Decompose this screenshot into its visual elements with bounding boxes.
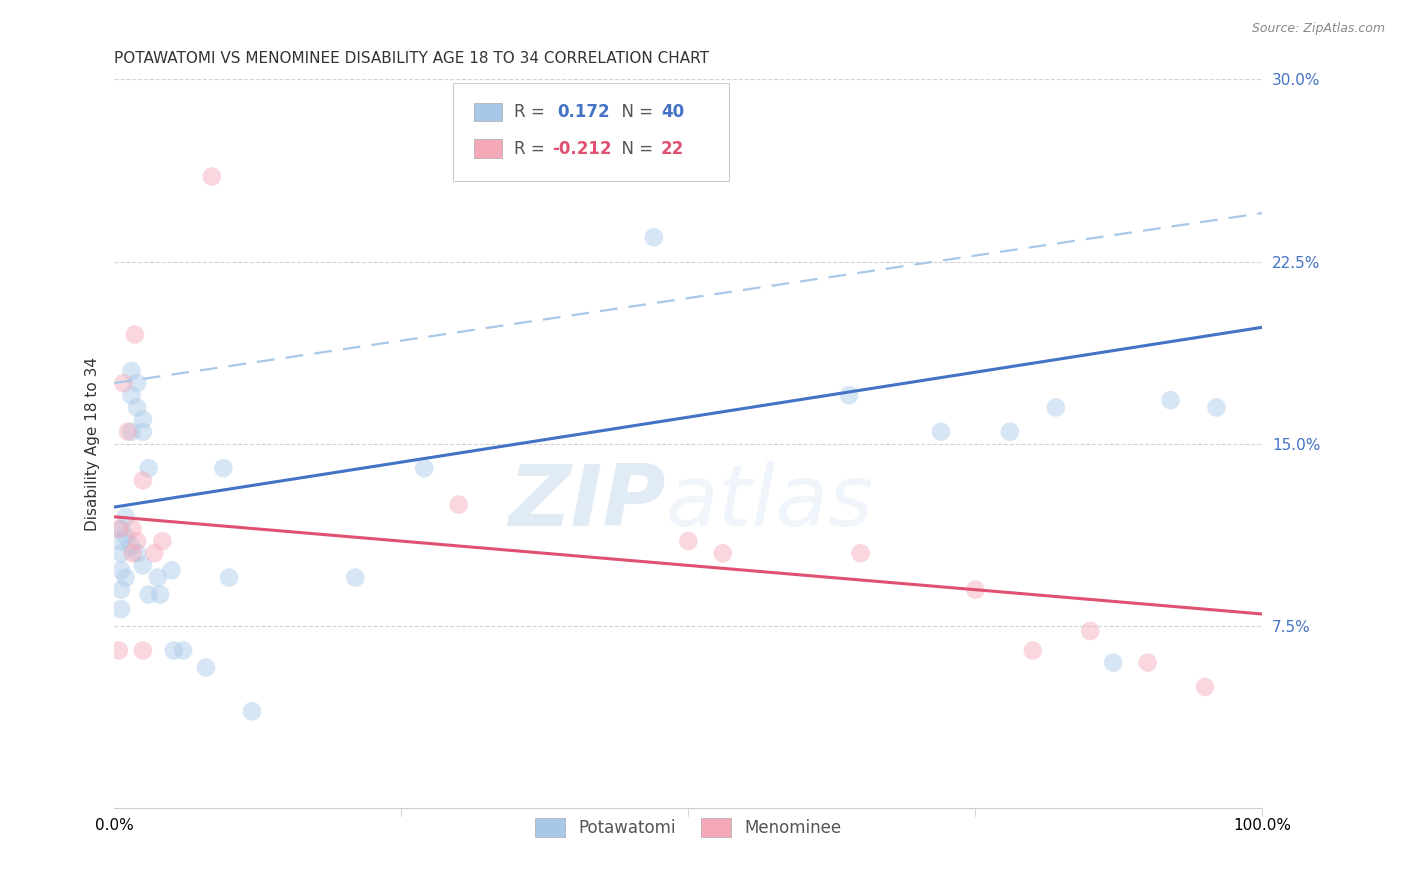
Text: -0.212: -0.212 — [551, 140, 612, 158]
Point — [114, 509, 136, 524]
Text: Source: ZipAtlas.com: Source: ZipAtlas.com — [1251, 22, 1385, 36]
Point — [849, 546, 872, 560]
Point — [121, 522, 143, 536]
Y-axis label: Disability Age 18 to 34: Disability Age 18 to 34 — [86, 357, 100, 531]
Point — [1136, 656, 1159, 670]
Point — [127, 546, 149, 560]
Point — [124, 327, 146, 342]
Point — [132, 474, 155, 488]
Point — [112, 376, 135, 391]
Point — [132, 558, 155, 573]
Point — [998, 425, 1021, 439]
Point — [163, 643, 186, 657]
Point — [120, 425, 142, 439]
Point — [1078, 624, 1101, 638]
Point — [1160, 393, 1182, 408]
Text: N =: N = — [612, 103, 659, 121]
Point — [132, 425, 155, 439]
Point — [120, 364, 142, 378]
Text: 22: 22 — [661, 140, 685, 158]
Point — [344, 570, 367, 584]
Point — [117, 425, 139, 439]
Point — [127, 376, 149, 391]
Point — [143, 546, 166, 560]
Point — [1102, 656, 1125, 670]
Point — [138, 588, 160, 602]
FancyBboxPatch shape — [453, 83, 728, 181]
Point — [1045, 401, 1067, 415]
Point — [678, 534, 700, 549]
Point — [1022, 643, 1045, 657]
Point — [120, 388, 142, 402]
Point — [110, 522, 132, 536]
Point — [711, 546, 734, 560]
Point — [447, 498, 470, 512]
Text: R =: R = — [513, 103, 555, 121]
Point — [120, 539, 142, 553]
Point — [114, 529, 136, 543]
Point — [413, 461, 436, 475]
Point — [929, 425, 952, 439]
Point — [1205, 401, 1227, 415]
Point — [965, 582, 987, 597]
Text: ZIP: ZIP — [508, 461, 665, 544]
Point — [195, 660, 218, 674]
Point — [110, 582, 132, 597]
Point — [107, 522, 129, 536]
Point — [1194, 680, 1216, 694]
Point — [110, 534, 132, 549]
Point — [107, 643, 129, 657]
Point — [146, 570, 169, 584]
Legend: Potawatomi, Menominee: Potawatomi, Menominee — [529, 811, 848, 844]
Point — [132, 412, 155, 426]
Point — [201, 169, 224, 184]
Point — [110, 602, 132, 616]
Point — [114, 570, 136, 584]
Point — [110, 563, 132, 577]
Text: atlas: atlas — [665, 461, 873, 544]
Point — [127, 401, 149, 415]
Point — [160, 563, 183, 577]
Point — [149, 588, 172, 602]
Text: 0.172: 0.172 — [557, 103, 610, 121]
Point — [838, 388, 860, 402]
Point — [121, 546, 143, 560]
FancyBboxPatch shape — [474, 139, 502, 158]
FancyBboxPatch shape — [474, 103, 502, 121]
Point — [218, 570, 240, 584]
Point — [132, 643, 155, 657]
Point — [212, 461, 235, 475]
Text: POTAWATOMI VS MENOMINEE DISABILITY AGE 18 TO 34 CORRELATION CHART: POTAWATOMI VS MENOMINEE DISABILITY AGE 1… — [114, 51, 709, 66]
Point — [138, 461, 160, 475]
Point — [127, 534, 149, 549]
Point — [152, 534, 174, 549]
Point — [240, 704, 263, 718]
Point — [172, 643, 194, 657]
Text: N =: N = — [612, 140, 659, 158]
Text: 40: 40 — [661, 103, 683, 121]
Point — [110, 546, 132, 560]
Text: R =: R = — [513, 140, 550, 158]
Point — [643, 230, 665, 244]
